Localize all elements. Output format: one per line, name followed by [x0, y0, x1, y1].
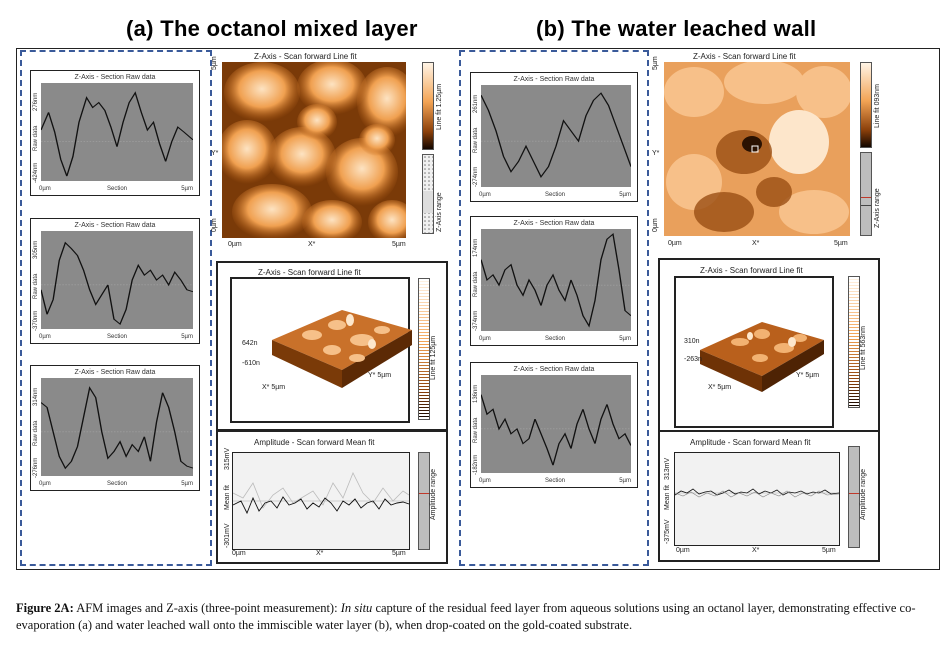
afm-left-image: [222, 62, 406, 238]
view3d-right-surface: [700, 312, 824, 401]
afm-right-range-bar: [860, 152, 872, 236]
right-section-plot-3: Z-Axis - Section Raw data 136nm Raw data…: [470, 362, 638, 488]
afm-left-range-bar: [422, 154, 434, 234]
left-section-plot-3: Z-Axis - Section Raw data 314nm Raw data…: [30, 365, 200, 491]
amp-left-range: [418, 452, 430, 550]
afm-right-colorbar: [860, 62, 872, 148]
amp-left-plot: [232, 452, 410, 550]
left-section-plot-1: Z-Axis - Section Raw data 276nm Raw data…: [30, 70, 200, 196]
amp-right-range: [848, 446, 860, 548]
section-plot-area: [41, 83, 193, 181]
right-panel-title: (b) The water leached wall: [536, 16, 817, 41]
view3d-right-colorbar: [848, 276, 860, 408]
section-title: Z-Axis - Section Raw data: [74, 74, 156, 81]
amp-right-plot: [674, 452, 840, 546]
caption-rest: capture of the residual feed layer from …: [16, 601, 916, 632]
figure-caption: Figure 2A: AFM images and Z-axis (three-…: [16, 600, 938, 634]
left-sections-container: [20, 50, 212, 566]
left-panel-title: (a) The octanol mixed layer: [126, 16, 418, 41]
view3d-left-surface: [272, 300, 412, 395]
right-section-plot-2: Z-Axis - Section Raw data 174nm Raw data…: [470, 216, 638, 346]
right-section-plot-1: Z-Axis - Section Raw data 261nm Raw data…: [470, 72, 638, 202]
caption-italic: In situ: [340, 601, 373, 615]
caption-lead: AFM images and Z-axis (three-point measu…: [76, 601, 338, 615]
afm-right-image: [664, 62, 850, 236]
left-section-plot-2: Z-Axis - Section Raw data 305nm Raw data…: [30, 218, 200, 344]
afm-left-colorbar: [422, 62, 434, 150]
right-sections-container: [459, 50, 649, 566]
afm-left-title: Z-Axis - Scan forward Line fit: [254, 52, 357, 61]
view3d-left-colorbar: [418, 278, 430, 420]
caption-label: Figure 2A:: [16, 601, 74, 615]
